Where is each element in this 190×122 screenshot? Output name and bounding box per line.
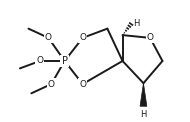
Text: P: P [62, 56, 68, 66]
Text: O: O [48, 80, 55, 89]
Text: H: H [140, 110, 147, 119]
Text: O: O [79, 33, 86, 42]
Text: O: O [45, 33, 52, 42]
Text: O: O [36, 56, 43, 66]
Text: O: O [79, 80, 86, 89]
Polygon shape [140, 83, 147, 106]
Text: H: H [133, 19, 139, 28]
Text: O: O [147, 33, 154, 42]
